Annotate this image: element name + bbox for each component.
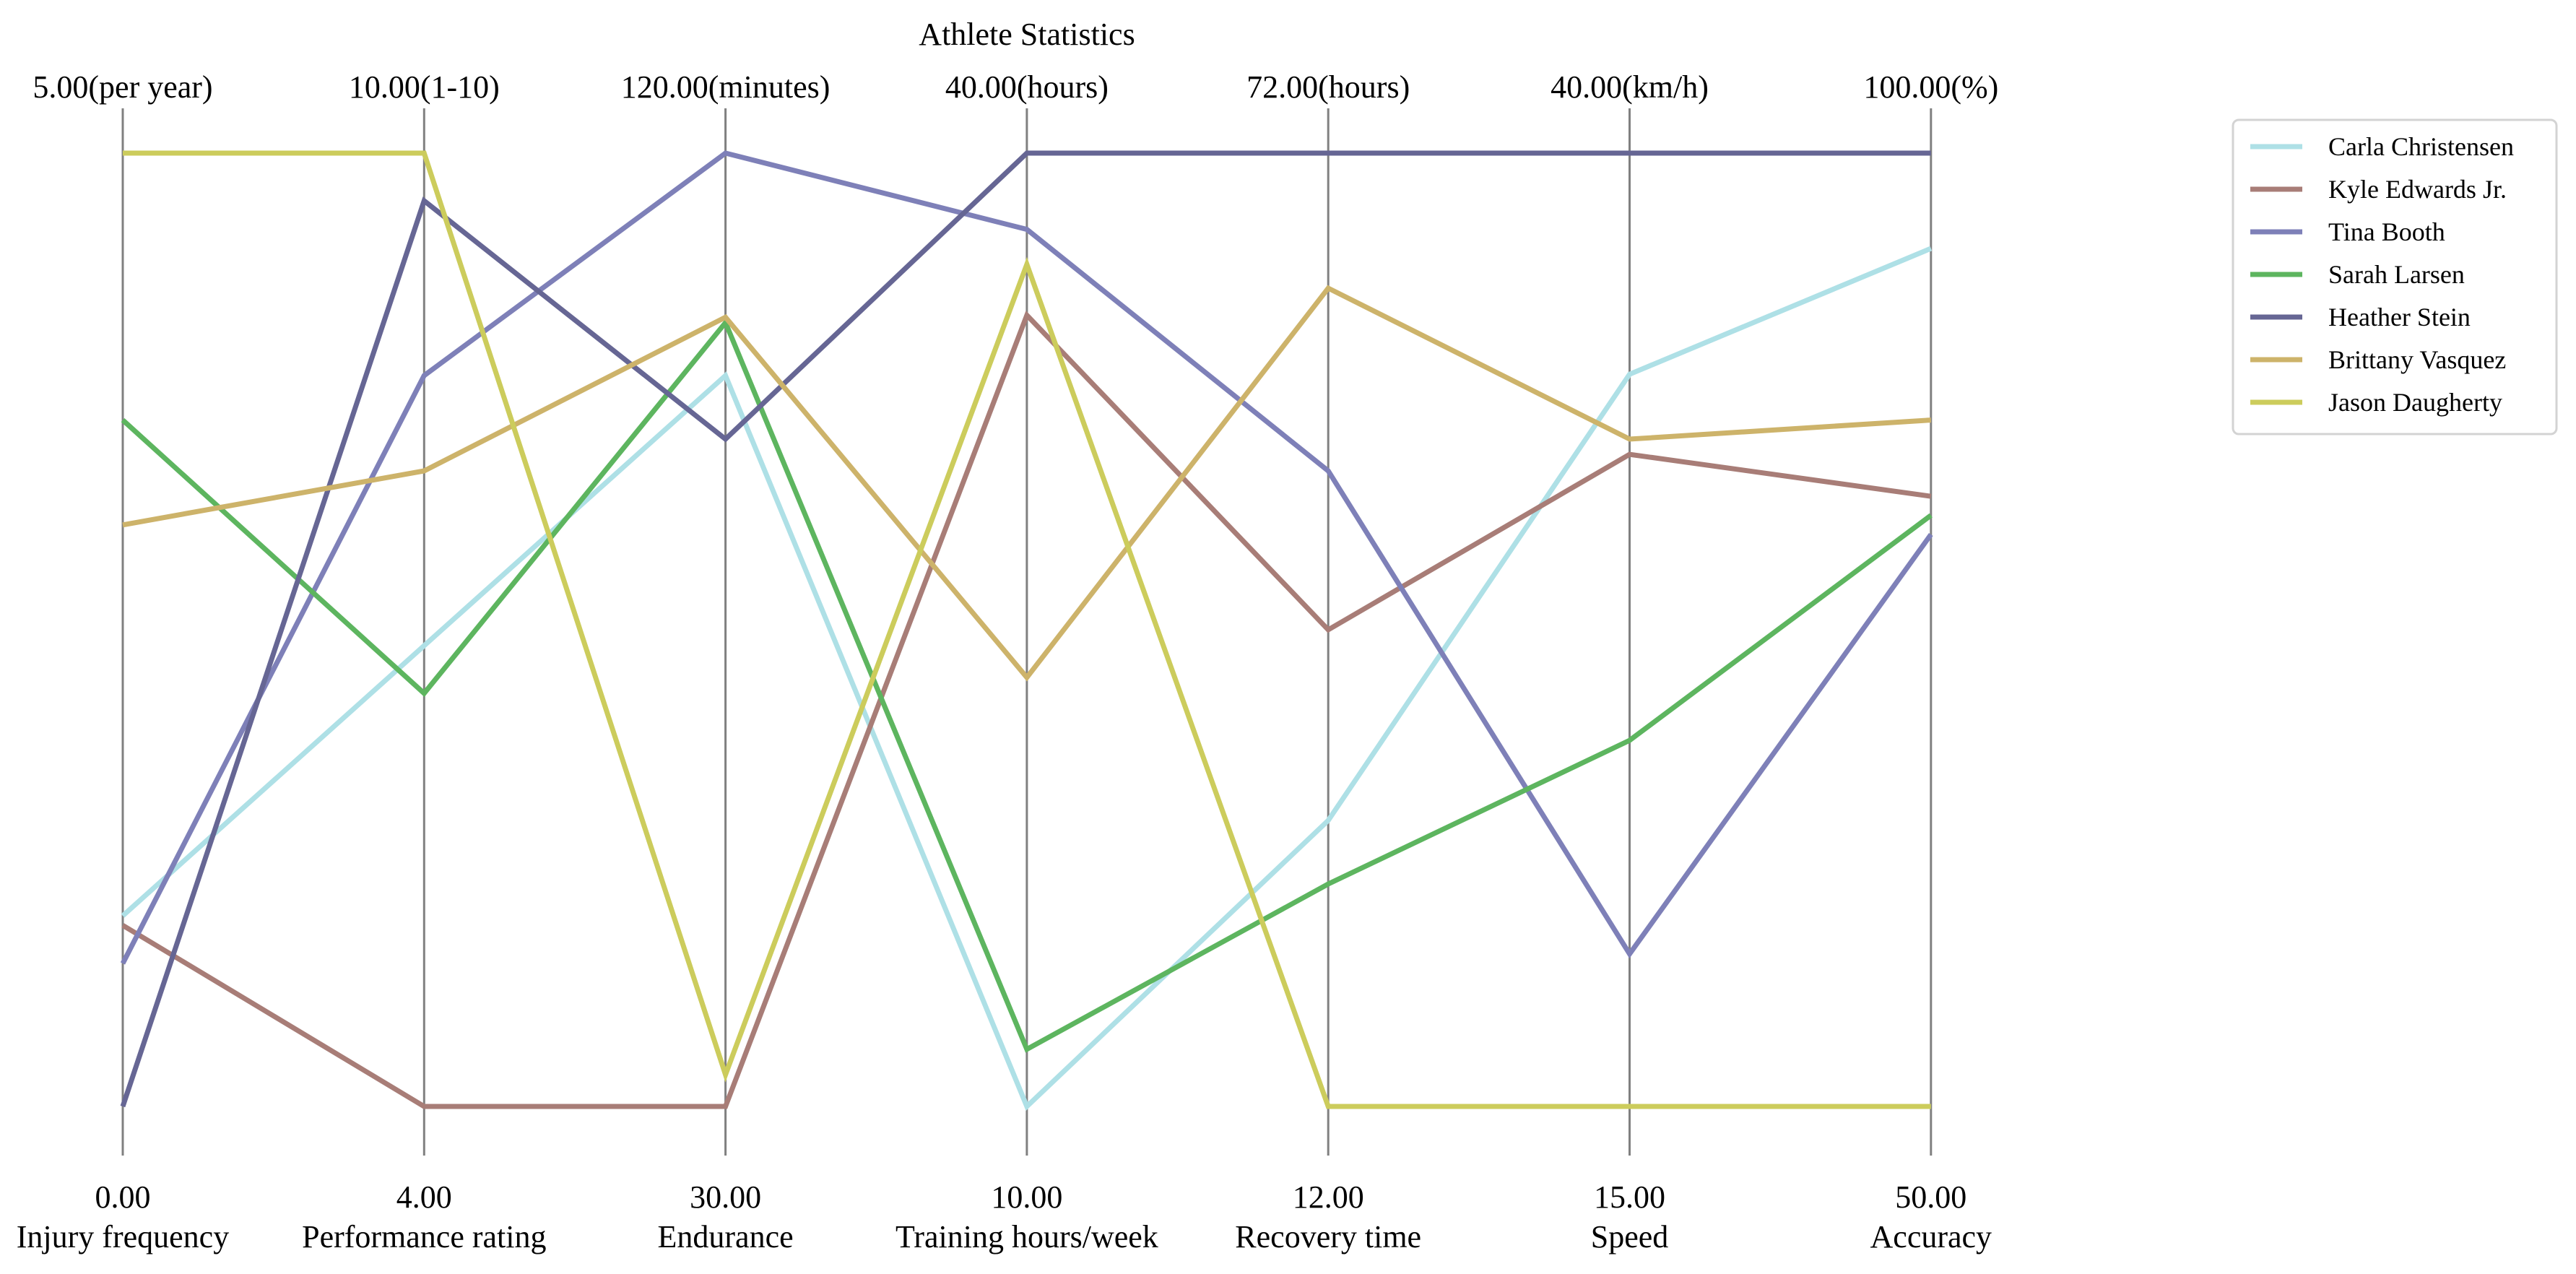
axis-min-tick-label: 50.00 (1895, 1179, 1966, 1215)
series-line-heather-stein (120, 150, 1931, 1108)
axis-min-tick-label: 10.00 (991, 1179, 1062, 1215)
series-line-tina-booth (120, 150, 1933, 965)
legend-entry: Carla Christensen (2328, 132, 2514, 161)
axis-max-tick-label: 5.00(per year) (32, 69, 212, 105)
axis-label: Endurance (658, 1219, 794, 1254)
axis-max-tick-label: 100.00(%) (1863, 69, 1998, 105)
series-lines-layer (120, 150, 1933, 1112)
axis-label: Accuracy (1870, 1219, 1992, 1254)
axes-layer: 5.00(per year) 0.00 Injury frequency 10.00(… (17, 69, 1998, 1254)
axis-label: Speed (1591, 1219, 1669, 1254)
series-line-carla-christensen (121, 246, 1933, 1112)
axis-min-tick-label: 12.00 (1293, 1179, 1364, 1215)
axis-label: Recovery time (1235, 1219, 1421, 1254)
axis-label: Injury frequency (17, 1219, 229, 1254)
axis-max-tick-label: 120.00(minutes) (621, 69, 831, 105)
axis-label: Performance rating (302, 1219, 546, 1254)
legend: Carla Christensen Kyle Edwards Jr. Tina Bo… (2232, 118, 2558, 436)
legend-entry: Heather Stein (2328, 303, 2471, 332)
legend-entry: Tina Booth (2328, 217, 2445, 246)
axis-max-tick-label: 72.00(hours) (1246, 69, 1410, 105)
axis-max-tick-label: 40.00(km/h) (1551, 69, 1709, 105)
chart-title: Athlete Statistics (919, 17, 1135, 52)
legend-entry: Jason Daugherty (2328, 388, 2502, 417)
series-line-brittany-vasquez (122, 285, 1932, 682)
legend-entry: Sarah Larsen (2328, 260, 2465, 289)
series-line-jason-daugherty (123, 150, 1931, 1109)
legend-entry: Brittany Vasquez (2328, 345, 2506, 374)
series-line-sarah-larsen (121, 317, 1933, 1053)
axis-max-tick-label: 40.00(hours) (945, 69, 1109, 105)
axis-min-tick-label: 15.00 (1594, 1179, 1665, 1215)
legend-entry: Kyle Edwards Jr. (2328, 175, 2507, 204)
axis-max-tick-label: 10.00(1-10) (349, 69, 500, 105)
series-line-kyle-edwards-jr (121, 310, 1932, 1109)
axis-label: Training hours/week (895, 1219, 1158, 1254)
axis-min-tick-label: 0.00 (95, 1179, 151, 1215)
axis-min-tick-label: 4.00 (396, 1179, 452, 1215)
axis-min-tick-label: 30.00 (690, 1179, 761, 1215)
legend-frame (2232, 118, 2558, 436)
